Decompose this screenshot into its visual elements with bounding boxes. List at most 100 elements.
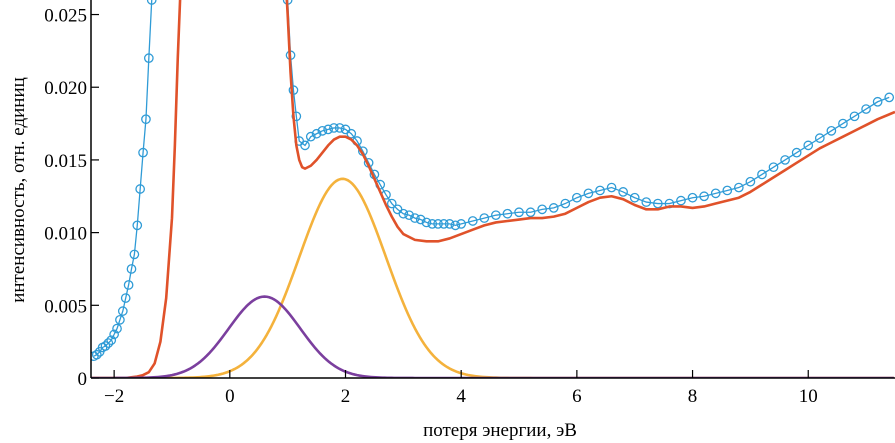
data-point bbox=[415, 214, 426, 225]
data-point bbox=[652, 198, 663, 209]
data-point bbox=[872, 96, 883, 107]
data-point bbox=[826, 126, 837, 136]
data-point bbox=[427, 219, 438, 229]
y-ticks: 0 0.005 0.010 0.015 0.020 0.025 bbox=[44, 6, 99, 390]
series-line bbox=[93, 0, 890, 357]
data-point bbox=[106, 335, 117, 346]
data-point bbox=[288, 85, 299, 95]
data-point bbox=[141, 114, 151, 125]
y-tick-label: 0.005 bbox=[44, 296, 87, 317]
data-point bbox=[768, 162, 779, 173]
data-point bbox=[884, 92, 895, 103]
data-point bbox=[91, 349, 102, 360]
data-point bbox=[410, 213, 420, 223]
data-point bbox=[606, 182, 617, 193]
data-point bbox=[112, 323, 122, 334]
x-tick-label: 8 bbox=[688, 386, 698, 407]
data-point bbox=[595, 185, 605, 196]
data-point bbox=[676, 195, 686, 206]
data-point bbox=[126, 264, 137, 274]
data-point bbox=[849, 111, 860, 122]
data-point bbox=[502, 208, 513, 219]
data-point bbox=[305, 131, 316, 142]
data-point bbox=[100, 341, 111, 351]
x-tick-label: 0 bbox=[225, 386, 235, 407]
x-tick-label: 6 bbox=[572, 386, 582, 407]
series-3 bbox=[91, 295, 894, 378]
y-tick-label: 0.010 bbox=[44, 224, 87, 245]
data-point bbox=[138, 147, 148, 158]
y-tick-label: 0.015 bbox=[44, 151, 87, 172]
data-point bbox=[115, 314, 125, 325]
series-1 bbox=[91, 0, 895, 378]
data-point bbox=[135, 184, 146, 194]
data-point bbox=[733, 182, 744, 193]
data-point bbox=[323, 124, 333, 135]
data-point bbox=[433, 219, 443, 229]
data-point bbox=[861, 104, 871, 114]
x-tick-label: 4 bbox=[456, 386, 466, 407]
data-point bbox=[560, 198, 571, 209]
data-point bbox=[421, 217, 432, 228]
data-point bbox=[438, 219, 449, 229]
y-tick-label: 0.025 bbox=[44, 6, 87, 27]
data-point bbox=[311, 128, 322, 139]
data-point bbox=[386, 198, 397, 209]
data-point bbox=[618, 187, 628, 197]
data-point bbox=[722, 185, 733, 196]
data-point bbox=[479, 213, 490, 223]
data-point bbox=[398, 208, 409, 219]
data-point bbox=[745, 176, 756, 187]
data-point bbox=[317, 126, 328, 136]
data-point bbox=[525, 207, 536, 218]
data-point bbox=[814, 133, 825, 143]
data-point bbox=[757, 169, 767, 180]
data-point bbox=[583, 188, 594, 199]
y-tick-label: 0.020 bbox=[44, 78, 87, 99]
data-point bbox=[699, 191, 709, 202]
series-line bbox=[91, 177, 894, 378]
data-point bbox=[803, 140, 814, 151]
data-point bbox=[143, 53, 154, 64]
data-point bbox=[132, 220, 143, 231]
data-point bbox=[103, 338, 114, 348]
data-point bbox=[491, 210, 501, 221]
data-point bbox=[329, 123, 339, 133]
data-point bbox=[346, 128, 357, 139]
data-point bbox=[444, 219, 455, 229]
data-point bbox=[123, 280, 134, 290]
series-line bbox=[91, 295, 894, 378]
data-point bbox=[120, 293, 131, 303]
data-point bbox=[537, 204, 548, 215]
data-point bbox=[404, 210, 414, 221]
y-axis-title: интенсивность, отн. единиц bbox=[8, 77, 29, 303]
data-point bbox=[467, 216, 478, 226]
data-point bbox=[117, 306, 128, 316]
data-point bbox=[334, 123, 345, 133]
y-tick-label: 0 bbox=[78, 369, 88, 390]
data-point bbox=[780, 155, 790, 165]
series-2 bbox=[91, 177, 894, 378]
data-point bbox=[146, 0, 157, 5]
data-point bbox=[514, 207, 524, 218]
data-point bbox=[629, 192, 640, 203]
series-line bbox=[91, 0, 895, 378]
data-point bbox=[687, 192, 698, 203]
data-point bbox=[456, 219, 467, 229]
plot-area bbox=[91, 0, 895, 378]
data-point bbox=[450, 220, 461, 231]
series-0 bbox=[91, 0, 895, 362]
series-layer bbox=[91, 0, 895, 378]
x-tick-label: 10 bbox=[799, 386, 818, 407]
data-point bbox=[109, 329, 119, 340]
data-point bbox=[641, 197, 652, 207]
data-point bbox=[791, 147, 802, 158]
data-point bbox=[710, 188, 721, 199]
x-axis-title: потеря энергии, эВ bbox=[423, 420, 577, 441]
x-ticks: −2 0 2 4 6 8 10 bbox=[104, 370, 818, 407]
data-point bbox=[129, 249, 140, 260]
data-point bbox=[291, 111, 302, 122]
data-point bbox=[548, 203, 559, 213]
data-point bbox=[572, 192, 582, 203]
